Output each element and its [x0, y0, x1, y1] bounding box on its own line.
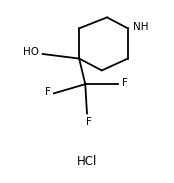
Text: HO: HO [23, 47, 39, 57]
Text: F: F [122, 78, 128, 88]
Text: F: F [86, 117, 92, 127]
Text: NH: NH [133, 23, 149, 32]
Text: HCl: HCl [77, 155, 97, 169]
Text: F: F [45, 87, 50, 97]
